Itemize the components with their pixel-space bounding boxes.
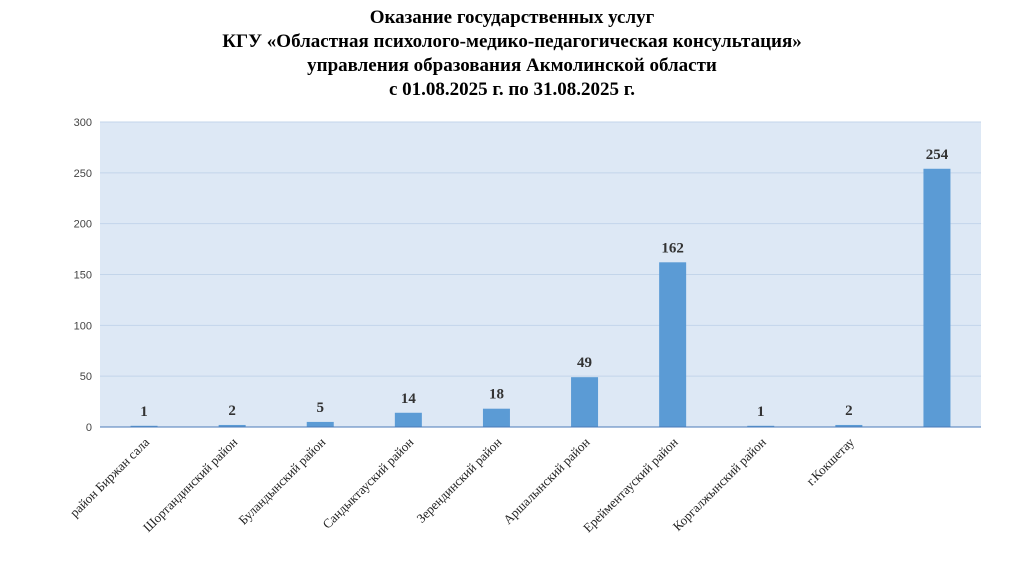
bar (482, 408, 510, 427)
data-label: 2 (845, 403, 853, 419)
data-labels: 1 2 5 14 18 49 162 1 2 254 (140, 147, 948, 420)
data-label: 18 (489, 387, 504, 403)
bar (747, 425, 775, 427)
data-label: 254 (926, 147, 949, 163)
y-tick-label: 100 (74, 320, 92, 332)
y-tick-label: 0 (86, 422, 92, 434)
bar (659, 262, 687, 427)
bar (306, 421, 334, 427)
x-category-label: Шортандинский район (140, 434, 240, 534)
data-label: 1 (140, 404, 148, 420)
bar (835, 424, 863, 427)
x-category-label: Зерендинский район (413, 434, 504, 525)
bar (394, 412, 422, 427)
x-category-label: Сандыктауский район (319, 434, 416, 531)
chart-title: Оказание государственных услуг КГУ «Обла… (0, 6, 1024, 102)
data-label: 2 (228, 403, 236, 419)
y-tick-label: 300 (74, 117, 92, 129)
x-category-label: Аршалынский район (500, 434, 593, 527)
x-category-label: Коргалжынский район (670, 434, 769, 533)
data-label: 162 (661, 240, 684, 256)
data-label: 14 (401, 391, 417, 407)
title-line-1: Оказание государственных услуг (369, 7, 655, 28)
bars (130, 168, 951, 427)
bar (130, 425, 158, 427)
title-line-4: с 01.08.2025 г. по 31.08.2025 г. (388, 79, 636, 100)
y-tick-label: 200 (74, 219, 92, 231)
gridlines (100, 121, 981, 377)
x-category-label: район Биржан сала (67, 434, 153, 520)
x-category-label: г.Кокшетау (803, 434, 857, 488)
title-line-2: КГУ «Областная психолого-медико-педагоги… (222, 31, 802, 52)
title-line-3: управления образования Акмолинской облас… (307, 55, 717, 76)
y-tick-label: 150 (74, 270, 92, 282)
y-tick-label: 50 (80, 371, 92, 383)
bar (571, 377, 599, 427)
y-axis-ticks: 0 50 100 150 200 250 300 (74, 117, 92, 434)
x-category-label: Буландынский район (235, 434, 328, 527)
bar (923, 168, 951, 427)
x-category-label: Ерейментауский район (580, 434, 681, 535)
bar (218, 424, 246, 427)
data-label: 5 (317, 400, 325, 416)
data-label: 1 (757, 404, 765, 420)
y-tick-label: 250 (74, 168, 92, 180)
data-label: 49 (577, 355, 592, 371)
